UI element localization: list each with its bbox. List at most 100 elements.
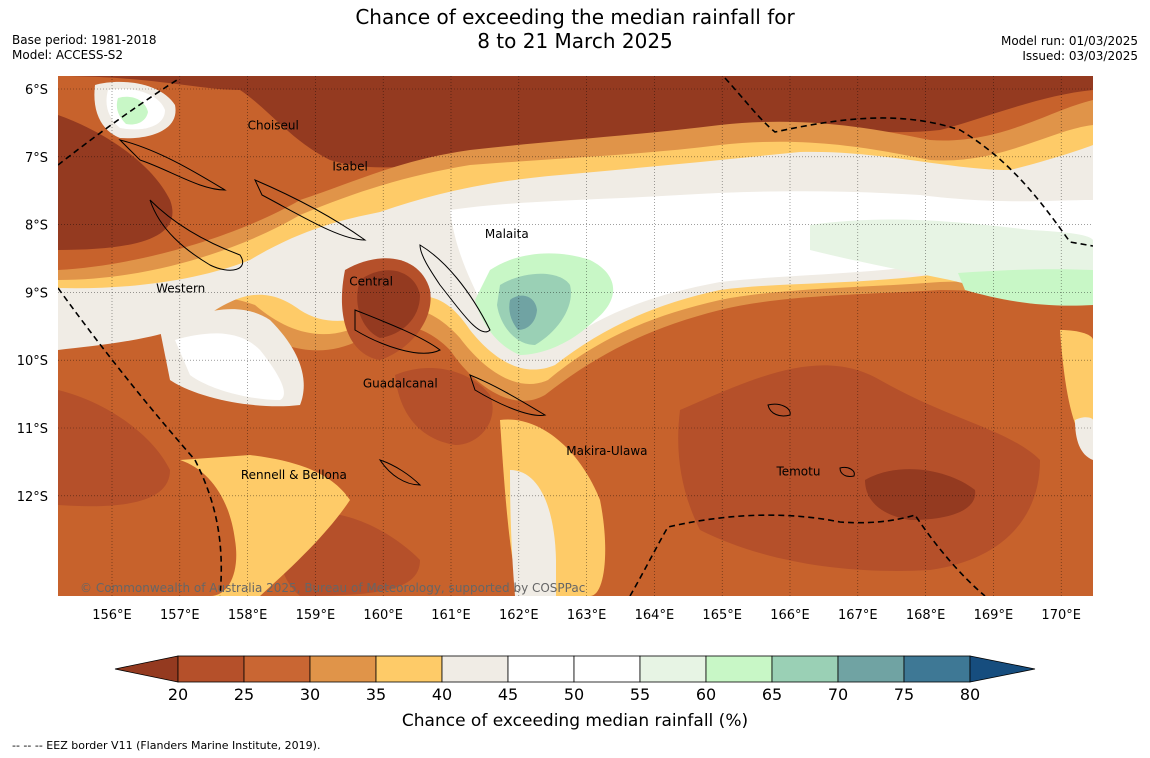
colorbar-swatch	[441, 655, 509, 683]
eez-west	[58, 287, 223, 596]
eez-north-west	[58, 77, 181, 166]
eez-south-east	[629, 514, 986, 596]
colorbar-tick-label: 45	[498, 685, 518, 704]
lon-tick-label: 158°E	[228, 608, 268, 623]
lat-tick-label: 7°S	[25, 151, 48, 166]
model-run-text: Model run: 01/03/2025	[1000, 34, 1138, 48]
province-label: Isabel	[332, 159, 367, 173]
colorbar-tick-label: 55	[630, 685, 650, 704]
rennell-island	[378, 459, 422, 486]
colorbar-swatches	[114, 655, 1036, 683]
lat-tick-label: 12°S	[17, 490, 48, 505]
copyright-notice: © Commonwealth of Australia 2025, Bureau…	[80, 581, 585, 595]
dark-west-patch	[58, 390, 170, 507]
colorbar-tick-label: 65	[762, 685, 782, 704]
lon-tick-label: 159°E	[296, 608, 336, 623]
colorbar-legend: 20 25 30 35 40 45 50 55 60 65 70 75 80 Chance of exc…	[114, 655, 1036, 731]
model-text: Model: ACCESS-S2	[12, 48, 124, 62]
lon-tick-label: 161°E	[431, 608, 471, 623]
lat-tick-label: 6°S	[25, 83, 48, 98]
makira-island	[469, 374, 547, 416]
grey-makira-strip	[510, 470, 556, 596]
colorbar-tick-label: 20	[168, 685, 188, 704]
colorbar-tick-label: 75	[894, 685, 914, 704]
colorbar-swatch	[903, 655, 971, 683]
left-dark-lobe	[58, 115, 173, 250]
colorbar-high-arrow	[969, 655, 1036, 683]
top-dark-band	[58, 76, 1093, 168]
colorbar-swatch	[837, 655, 905, 683]
darkest-central-patch	[357, 270, 420, 338]
green-60-65-east	[958, 269, 1093, 306]
lon-tick-label: 162°E	[499, 608, 539, 623]
new-georgia-island	[149, 199, 243, 271]
guadalcanal-island	[354, 309, 441, 354]
lon-tick-label: 165°E	[702, 608, 742, 623]
lat-tick-label: 10°S	[17, 354, 48, 369]
eez-north-east	[724, 77, 1093, 247]
malaita-island	[419, 244, 491, 333]
lon-tick-label: 169°E	[974, 608, 1014, 623]
colorbar-tick-label: 25	[234, 685, 254, 704]
lat-tick-label: 8°S	[25, 219, 48, 234]
colorbar-ticks: 20 25 30 35 40 45 50 55 60 65 70 75 80	[168, 685, 980, 704]
colorbar-tick-label: 50	[564, 685, 584, 704]
darkest-temotu-patch	[865, 469, 976, 520]
contour-fill-layer	[58, 76, 1093, 596]
lon-tick-label: 163°E	[567, 608, 607, 623]
colorbar-title: Chance of exceeding median rainfall (%)	[402, 711, 748, 731]
colorbar-tick-label: 35	[366, 685, 386, 704]
grey-east-edge	[1075, 417, 1093, 460]
province-label: Rennell & Bellona	[241, 468, 347, 482]
vanikoro-island	[839, 467, 855, 477]
lon-tick-label: 164°E	[635, 608, 675, 623]
colorbar-swatch	[573, 655, 641, 683]
lon-tick-label: 157°E	[160, 608, 200, 623]
rainfall-map: 156°E 157°E 158°E 159°E 160°E 161°E 162°E 163°E…	[17, 76, 1093, 623]
colorbar-swatch	[507, 655, 575, 683]
white-west-patch	[175, 333, 284, 400]
colorbar-swatch	[177, 655, 245, 683]
colorbar-swatch	[309, 655, 377, 683]
province-label: Western	[156, 281, 205, 295]
eez-footnote: -- -- -- EEZ border V11 (Flanders Marine…	[12, 739, 321, 752]
province-label: Central	[349, 275, 393, 289]
colorbar-swatch	[243, 655, 311, 683]
isabel-island	[253, 179, 367, 241]
lon-tick-label: 156°E	[92, 608, 132, 623]
lon-tick-label: 167°E	[838, 608, 878, 623]
province-label: Guadalcanal	[363, 376, 438, 390]
province-labels: Choiseul Isabel Malaita Western Central Guada…	[156, 119, 820, 482]
island-outlines	[118, 139, 855, 486]
dark-temotu-patch	[678, 365, 1040, 571]
santa-cruz-island	[767, 403, 791, 417]
lat-tick-label: 9°S	[25, 286, 48, 301]
province-label: Temotu	[775, 464, 820, 478]
teal-70-75	[509, 295, 537, 330]
dark-guadalcanal-patch	[395, 367, 493, 445]
province-label: Malaita	[485, 227, 529, 241]
base-period-text: Base period: 1981-2018	[12, 33, 157, 47]
colorbar-tick-label: 70	[828, 685, 848, 704]
yellow-south-strip	[180, 455, 350, 596]
map-title-line-1: Chance of exceeding the median rainfall …	[355, 5, 795, 29]
lon-tick-label: 170°E	[1041, 608, 1081, 623]
colorbar-swatch	[639, 655, 707, 683]
map-title-line-2: 8 to 21 March 2025	[477, 29, 673, 53]
province-label: Choiseul	[248, 119, 299, 133]
lon-tick-label: 160°E	[363, 608, 403, 623]
province-label: Makira-Ulawa	[566, 444, 647, 458]
colorbar-tick-label: 60	[696, 685, 716, 704]
axis-labels: 156°E 157°E 158°E 159°E 160°E 161°E 162°E 163°E…	[17, 83, 1081, 623]
colorbar-tick-label: 40	[432, 685, 452, 704]
lon-tick-label: 168°E	[906, 608, 946, 623]
colorbar-swatch	[705, 655, 773, 683]
colorbar-tick-label: 30	[300, 685, 320, 704]
colorbar-low-arrow	[114, 655, 179, 683]
colorbar-swatch	[771, 655, 839, 683]
issued-text: Issued: 03/03/2025	[1022, 49, 1138, 63]
colorbar-tick-label: 80	[960, 685, 980, 704]
eez-borders	[58, 77, 1093, 596]
colorbar-swatch	[375, 655, 443, 683]
lon-tick-label: 166°E	[770, 608, 810, 623]
